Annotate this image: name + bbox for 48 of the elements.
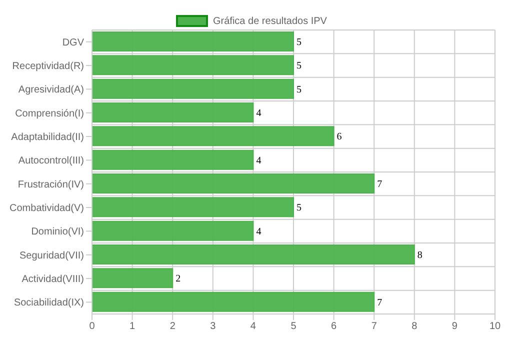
bar — [92, 268, 174, 288]
data-label: 7 — [377, 179, 382, 190]
bar — [92, 292, 375, 312]
data-label: 5 — [296, 202, 302, 214]
data-label: 4 — [256, 155, 262, 166]
x-tick-label: 8 — [412, 321, 418, 332]
x-tick-label: 0 — [89, 321, 96, 332]
x-tick-label: 6 — [331, 321, 338, 332]
x-tick-label: 3 — [210, 321, 216, 332]
y-tick-label: DGV — [62, 37, 84, 48]
bar — [92, 32, 294, 52]
bar — [92, 174, 375, 194]
x-tick-label: 1 — [130, 321, 136, 332]
y-tick-label: Adaptabilidad(II) — [11, 132, 84, 144]
x-tick-label: 7 — [371, 321, 378, 332]
y-tick-label: Actividad(VIII) — [22, 274, 84, 286]
bar — [92, 55, 294, 76]
data-label: 4 — [256, 108, 262, 120]
x-tick-label: 4 — [250, 321, 256, 332]
bar — [92, 126, 334, 146]
y-tick-label: Autocontrol(III) — [18, 156, 84, 167]
bar — [92, 244, 415, 264]
data-label: 7 — [377, 297, 382, 308]
bar — [92, 220, 254, 241]
data-label: 5 — [296, 37, 302, 48]
data-label: 5 — [296, 60, 302, 72]
bar — [92, 150, 254, 170]
x-tick-label: 10 — [489, 321, 501, 332]
data-label: 6 — [336, 132, 342, 143]
y-tick-label: Combatividad(V) — [10, 203, 84, 214]
x-tick-label: 2 — [170, 321, 176, 332]
bar — [92, 197, 294, 218]
x-tick-label: 5 — [290, 321, 297, 332]
data-label: 5 — [296, 84, 302, 96]
y-tick-label: Frustración(IV) — [18, 179, 84, 190]
y-tick-label: Receptividad(R) — [12, 61, 84, 72]
y-tick-label: Agresividad(A) — [18, 84, 84, 96]
x-tick-label: 9 — [452, 321, 458, 332]
bar — [92, 78, 294, 99]
bar — [92, 102, 254, 122]
data-label: 8 — [417, 250, 422, 262]
y-tick-label: Seguridad(VII) — [20, 250, 84, 262]
y-tick-label: Sociabilidad(IX) — [14, 298, 84, 309]
data-label: 4 — [256, 226, 262, 238]
legend-label: Gráfica de resultados IPV — [213, 16, 327, 26]
y-tick-label: Comprensión(I) — [15, 108, 84, 120]
data-label: 2 — [176, 274, 181, 285]
y-tick-label: Dominio(VI) — [31, 226, 84, 238]
